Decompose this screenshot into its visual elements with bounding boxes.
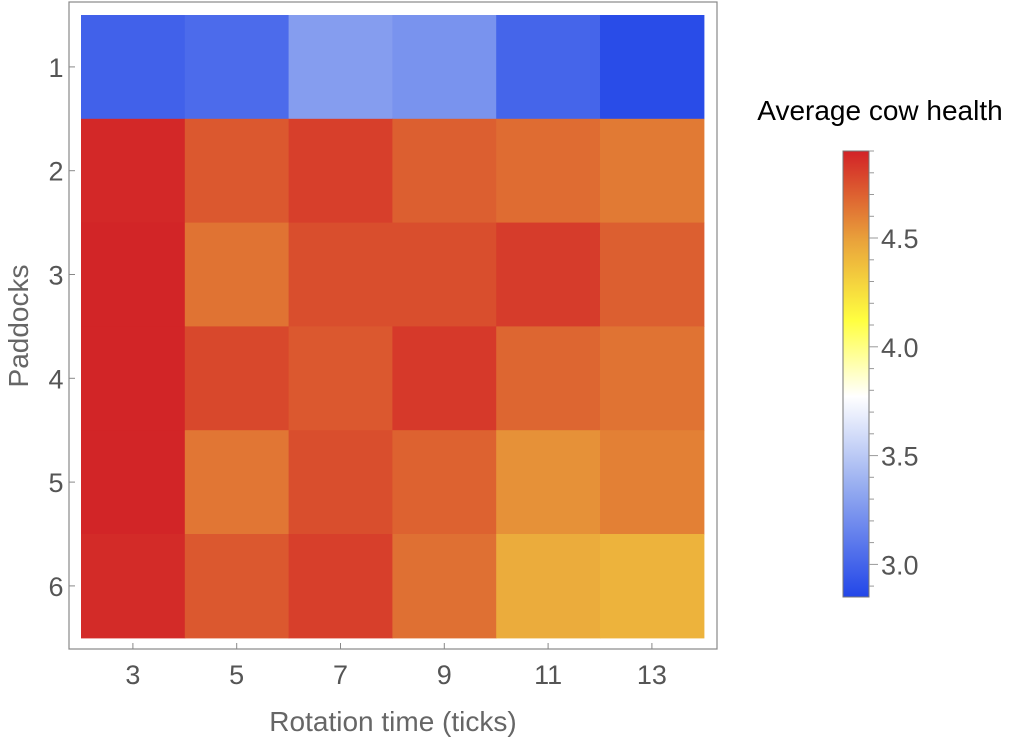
heatmap-cell <box>600 430 705 535</box>
x-axis-ticks: 3 5 7 9 11 13 <box>125 643 667 690</box>
heatmap-cell <box>81 430 186 535</box>
x-tick-label: 5 <box>229 660 244 690</box>
heatmap-cell <box>392 430 497 535</box>
heatmap-cell <box>600 534 705 639</box>
heatmap-cell <box>392 534 497 639</box>
colorbar-tick-label: 3.0 <box>881 550 919 580</box>
y-axis-ticks: 1 2 3 4 5 6 <box>48 53 75 602</box>
heatmap-cell <box>288 430 393 535</box>
x-axis-title: Rotation time (ticks) <box>269 706 516 737</box>
heatmap-cell <box>600 222 705 327</box>
heatmap-cells <box>81 15 705 639</box>
heatmap-cell <box>496 534 601 639</box>
x-tick-label: 3 <box>125 660 140 690</box>
heatmap-cell <box>184 534 290 639</box>
heatmap-cell <box>392 326 497 431</box>
y-tick-label: 1 <box>48 53 63 83</box>
heatmap-cell <box>184 222 290 327</box>
heatmap-cell <box>184 326 290 431</box>
heatmap-cell <box>184 430 290 535</box>
heatmap-cell <box>184 15 290 120</box>
heatmap-cell <box>81 326 186 431</box>
heatmap-cell <box>496 326 601 431</box>
heatmap-cell <box>392 118 497 224</box>
heatmap-cell <box>288 118 393 224</box>
heatmap-cell <box>81 118 186 224</box>
heatmap-cell <box>81 15 186 120</box>
heatmap-cell <box>600 326 705 431</box>
x-tick-label: 7 <box>333 660 348 690</box>
x-tick-label: 9 <box>437 660 452 690</box>
colorbar-gradient <box>842 150 870 598</box>
heatmap-cell <box>496 118 601 224</box>
y-tick-label: 3 <box>48 261 63 291</box>
y-tick-label: 5 <box>48 468 63 498</box>
heatmap-cell <box>288 222 393 327</box>
heatmap-cell <box>600 118 705 224</box>
plot-frame <box>68 1 718 650</box>
y-tick-label: 2 <box>48 157 63 187</box>
y-tick-label: 6 <box>48 572 63 602</box>
heatmap-cell <box>81 222 186 327</box>
colorbar-tick-label: 4.5 <box>881 224 919 254</box>
y-tick-label: 4 <box>48 364 63 394</box>
heatmap-cell <box>288 15 393 120</box>
heatmap-cell <box>392 15 497 120</box>
heatmap-cell <box>600 15 705 120</box>
colorbar-legend: Average cow health 3.0 3.5 4.0 4.5 <box>757 95 1003 598</box>
heatmap-cell <box>496 222 601 327</box>
colorbar-title: Average cow health <box>757 95 1002 126</box>
colorbar-tick-label: 3.5 <box>881 442 919 472</box>
x-tick-label: 13 <box>637 660 667 690</box>
heatmap-cell <box>184 118 290 224</box>
heatmap-cell <box>288 534 393 639</box>
heatmap-cell <box>496 430 601 535</box>
y-axis-title: Paddocks <box>3 265 34 388</box>
colorbar-tick-label: 4.0 <box>881 333 919 363</box>
x-tick-label: 11 <box>534 660 562 690</box>
colorbar-ticks: 3.0 3.5 4.0 4.5 <box>869 150 919 587</box>
heatmap-cell <box>392 222 497 327</box>
heatmap-cell <box>496 15 601 120</box>
heatmap-cell <box>288 326 393 431</box>
heatmap-cell <box>81 534 186 639</box>
